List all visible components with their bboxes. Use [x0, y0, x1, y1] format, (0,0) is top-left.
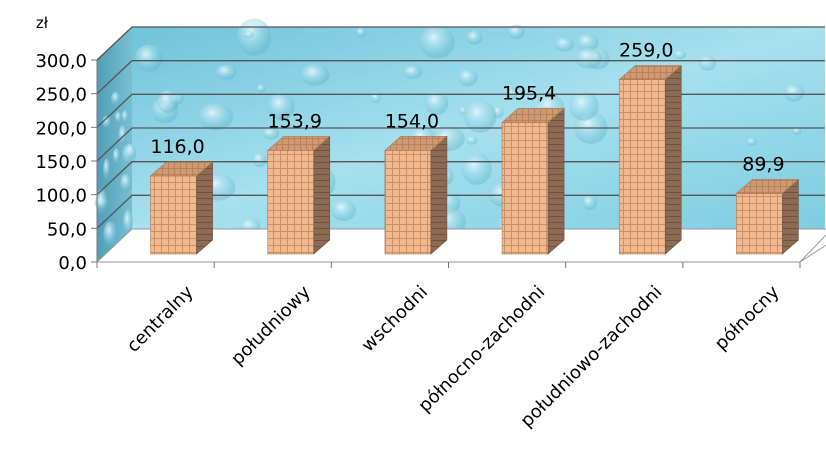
bar-side	[313, 135, 331, 255]
data-label: 259,0	[619, 40, 673, 62]
bar-top	[266, 136, 331, 151]
wall-drop	[95, 189, 108, 215]
gridlines	[96, 26, 825, 229]
wall-drop	[198, 103, 234, 131]
bar-top	[735, 179, 800, 194]
wall-drop	[792, 127, 802, 135]
wall-drop	[112, 148, 121, 165]
bar-face	[384, 150, 432, 255]
y-tick-label: 100,0	[35, 186, 87, 207]
wall-drop	[582, 195, 597, 211]
wall-drop	[123, 209, 133, 235]
wall-drop	[215, 64, 237, 80]
bar-top	[501, 108, 565, 123]
wall-drop	[461, 152, 492, 185]
wall-drop	[458, 68, 478, 87]
gridline	[96, 60, 825, 95]
wall-drop	[698, 55, 717, 71]
floor-edge	[799, 234, 826, 263]
unit-label: zł	[36, 14, 49, 32]
bar-side	[664, 64, 682, 255]
data-label: 89,9	[742, 153, 784, 175]
wall-drop	[262, 127, 280, 140]
wall-drop	[300, 63, 330, 86]
wall-drop	[267, 92, 295, 121]
wall-drop	[125, 143, 136, 160]
bar-side	[430, 135, 448, 255]
category-label: północny	[711, 281, 784, 354]
gridline	[96, 93, 825, 128]
wall-drop	[121, 110, 129, 124]
y-tick-label: 300,0	[35, 51, 87, 72]
wall-drop	[103, 221, 117, 247]
bar-side	[196, 161, 213, 255]
wall-drop	[102, 115, 112, 129]
y-tick-label: 50,0	[47, 219, 87, 240]
y-tick-label: 150,0	[35, 152, 87, 173]
wall-drop	[463, 100, 497, 133]
wall-drop	[252, 152, 267, 168]
gridline	[96, 161, 825, 196]
wall-drop	[507, 24, 525, 40]
bar	[735, 178, 800, 255]
bar	[384, 135, 448, 255]
wall-drop	[569, 91, 599, 121]
bar-top	[618, 65, 683, 80]
wall-drop	[419, 25, 455, 59]
category-label: północno-zachodni	[414, 282, 549, 417]
wall-drop	[673, 50, 687, 60]
y-tick-label: 250,0	[35, 85, 87, 106]
wall-drop	[114, 111, 122, 124]
wall-drop	[466, 135, 478, 145]
wall-drop	[575, 47, 603, 69]
wall-drop	[236, 18, 272, 56]
gridline	[96, 194, 825, 229]
category-label: południowy	[227, 281, 315, 369]
wall-drop	[118, 125, 127, 146]
y-axis: 0,0 50,0 100,0 150,0 200,0 250,0 300,0 zł	[35, 14, 98, 274]
wall-drop	[425, 90, 449, 116]
bar	[266, 135, 331, 255]
wall-drop	[157, 89, 179, 114]
bars	[149, 64, 800, 255]
wall-drop	[111, 91, 121, 106]
bar-face	[501, 122, 549, 255]
bar-top	[149, 161, 214, 177]
bar	[149, 161, 214, 255]
wall-drop	[554, 37, 575, 52]
bar-face	[736, 193, 783, 255]
wall-drop	[576, 33, 599, 52]
category-label: centralny	[123, 281, 198, 356]
wall-drop	[256, 84, 266, 93]
bar-face	[267, 150, 315, 255]
wall-drop	[403, 65, 423, 79]
data-label: 153,9	[268, 110, 322, 132]
data-label: 195,4	[502, 82, 556, 104]
bar-face	[618, 79, 666, 255]
wall-drop	[746, 137, 757, 146]
wall-drop	[466, 30, 483, 45]
data-label: 116,0	[150, 136, 204, 158]
wall-drop	[243, 30, 255, 39]
wall-drop	[103, 158, 111, 180]
y-tick-label: 200,0	[35, 118, 87, 139]
wall-drop	[356, 27, 366, 38]
wall-drop	[783, 83, 805, 102]
bar	[618, 64, 683, 255]
bar-face	[150, 175, 197, 255]
bar-top	[384, 136, 448, 151]
wall-drop	[135, 44, 163, 72]
wall-drop	[331, 199, 357, 221]
gridline	[96, 26, 825, 61]
category-label: wschodni	[358, 282, 432, 356]
data-label: 154,0	[385, 110, 439, 132]
wall-drop	[120, 173, 132, 193]
gridline	[96, 127, 825, 162]
y-tick-label: 0,0	[58, 253, 87, 274]
bar	[501, 107, 565, 255]
bar-side	[547, 107, 565, 255]
